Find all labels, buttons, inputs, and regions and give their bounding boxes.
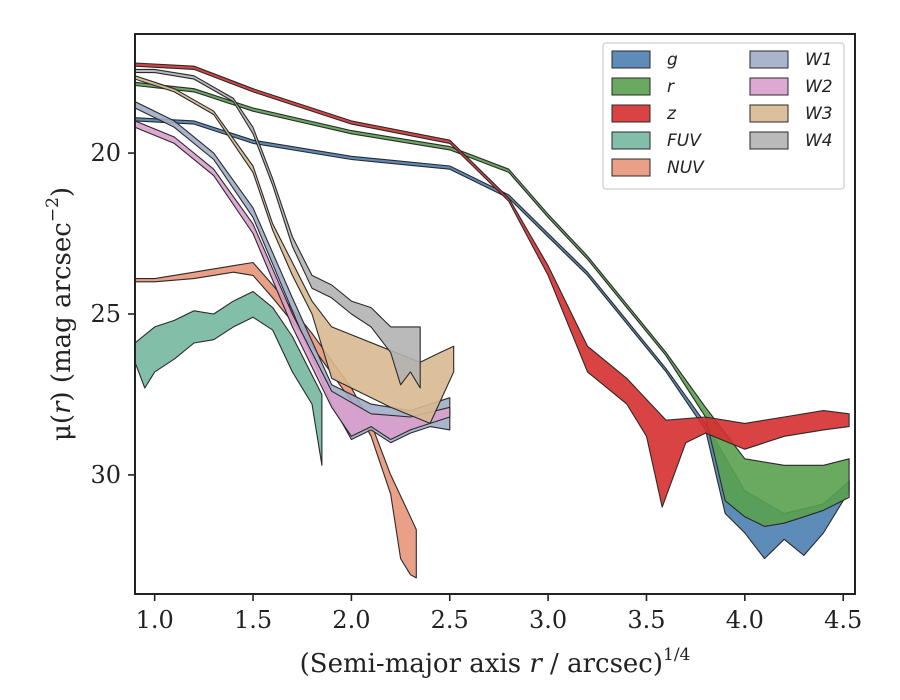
legend-label-w1: W1 xyxy=(805,50,833,70)
y-axis-title: μ(r) (mag arcsec−2) xyxy=(43,187,77,441)
legend-swatch-g xyxy=(611,50,651,69)
y-axis-title-var: r xyxy=(47,400,77,414)
legend-label-r: r xyxy=(667,77,675,97)
legend-label-z: z xyxy=(666,104,677,124)
y-axis-title-sup: −2 xyxy=(43,197,63,222)
x-tick-label: 4.5 xyxy=(824,606,862,634)
y-tick-label: 25 xyxy=(90,300,121,328)
band-fuv xyxy=(135,290,323,466)
y-tick-label: 30 xyxy=(90,461,121,489)
legend-swatch-nuv xyxy=(611,158,651,177)
legend-label-w4: W4 xyxy=(805,131,833,151)
x-tick-label: 2.5 xyxy=(431,606,469,634)
band-nuv xyxy=(135,261,417,579)
legend-label-nuv: NUV xyxy=(667,158,705,178)
legend: grz FUV NUV W1 W2 W3 W4 xyxy=(602,42,845,190)
legend-swatch-fuv xyxy=(611,131,651,150)
x-tick-label: 4.0 xyxy=(726,606,764,634)
y-axis-ticks: 20 25 30 xyxy=(90,139,135,489)
x-tick-label: 1.0 xyxy=(136,606,174,634)
x-tick-label: 1.5 xyxy=(234,606,272,634)
y-axis-title-pre: μ( xyxy=(47,414,77,441)
legend-swatch-z xyxy=(611,104,651,123)
x-axis-title-var: r xyxy=(529,649,543,679)
legend-swatch-w2 xyxy=(749,77,789,96)
x-tick-label: 3.0 xyxy=(529,606,567,634)
x-tick-label: 3.5 xyxy=(627,606,665,634)
band-r xyxy=(135,81,850,527)
legend-swatch-w4 xyxy=(749,131,789,150)
x-axis-title-sup: 1/4 xyxy=(663,645,690,665)
band-w3 xyxy=(135,75,455,424)
legend-label-g: g xyxy=(667,50,678,70)
y-axis-title-mid: ) (mag arcsec xyxy=(47,222,77,401)
x-axis-title: (Semi-major axis r / arcsec)1/4 xyxy=(300,645,691,679)
legend-label-w2: W2 xyxy=(805,77,833,97)
x-axis-title-main: (Semi-major axis xyxy=(300,649,530,679)
y-axis-title-post: ) xyxy=(47,187,77,197)
legend-swatch-w3 xyxy=(749,104,789,123)
profile-bands xyxy=(135,62,850,579)
band-w4 xyxy=(135,68,421,389)
x-tick-label: 2.0 xyxy=(332,606,370,634)
legend-label-w3: W3 xyxy=(805,104,833,124)
x-axis-title-tail: / arcsec) xyxy=(542,649,663,679)
y-tick-label: 20 xyxy=(90,139,121,167)
x-axis-ticks: 1.0 1.5 2.0 2.5 3.0 3.5 4.0 4.5 xyxy=(136,594,862,634)
band-z xyxy=(135,62,850,508)
band-w2 xyxy=(135,120,451,441)
legend-swatch-r xyxy=(611,77,651,96)
legend-swatch-w1 xyxy=(749,50,789,69)
legend-label-fuv: FUV xyxy=(667,131,702,151)
